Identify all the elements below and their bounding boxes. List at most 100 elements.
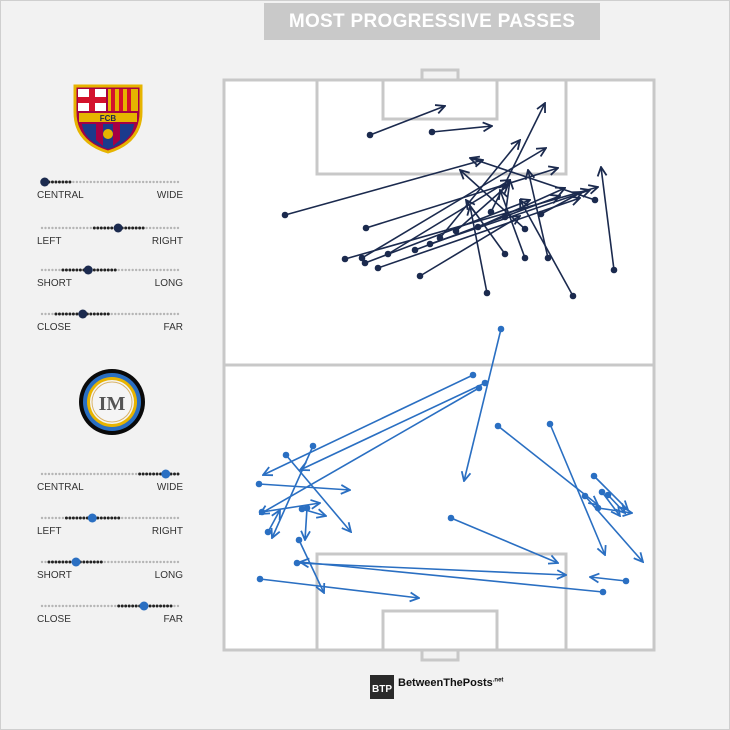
slider-track-dot (162, 560, 166, 564)
pass-origin-dot (264, 528, 272, 536)
slider-track-dot (86, 226, 89, 230)
slider-track-dot (138, 180, 141, 184)
slider-track-dot (96, 472, 99, 476)
pass-origin-dot (361, 259, 369, 267)
slider-track-dot (141, 312, 145, 316)
pass-arrow (377, 198, 580, 269)
slider-track-dot (117, 312, 120, 316)
slider-track-dot (117, 516, 121, 520)
slider-track-dot (176, 472, 180, 476)
pass-origin-dot (501, 250, 509, 258)
slider-track-dot (86, 472, 89, 476)
slider-track-dot (124, 560, 127, 564)
pass-arrow (540, 192, 582, 215)
slider-track-dot (103, 180, 106, 184)
slider-track-dot (138, 268, 141, 272)
pass-origin-dot (374, 264, 382, 272)
slider-track-dot (124, 516, 127, 520)
pass-arrow (431, 126, 492, 133)
pass-origin-dot (474, 223, 482, 231)
slider-track-dot (127, 226, 131, 230)
pass-origin-dot (282, 451, 290, 459)
pass-origin-dot (411, 246, 419, 254)
slider-track-dot (162, 604, 166, 608)
slider-track-dot (44, 604, 47, 608)
slider-track-dot (114, 472, 117, 476)
slider-track-dot (152, 560, 155, 564)
slider-track-dot (155, 312, 159, 316)
slider-track-dot (127, 312, 131, 316)
slider-track-dot (82, 472, 86, 476)
slider-track-dot (44, 560, 47, 564)
btp-logo-text: BTP (372, 684, 392, 695)
slider-track-dot (85, 560, 89, 564)
pass-origin-dot (475, 384, 483, 392)
slider-track-dot (166, 516, 169, 520)
slider-track-dot (71, 516, 75, 520)
pass-origin-dot (309, 442, 317, 450)
slider-track-dot (121, 472, 124, 476)
slider-track-dot (75, 604, 79, 608)
pitch (222, 68, 656, 662)
pass-arrow (464, 328, 502, 481)
pass-arrow (549, 423, 605, 555)
pass-origin-dot (598, 488, 606, 496)
slider-track-dot (99, 312, 103, 316)
slider-knob (78, 309, 88, 319)
slider-track-dot (93, 180, 96, 184)
slider-track-dot (159, 180, 162, 184)
slider-track-dot (138, 516, 141, 520)
btp-logo: BTP (370, 675, 394, 699)
pass-origin-dot (256, 575, 264, 583)
pass-arrow (305, 507, 307, 540)
slider-track-dot (141, 226, 145, 230)
slider-track-dot (79, 180, 82, 184)
slider-track-dot (134, 560, 138, 564)
pass-origin-dot (358, 254, 366, 262)
pass-origin-dot (447, 514, 455, 522)
slider-track-dot (44, 268, 47, 272)
slider-label-right: WIDE (156, 190, 183, 201)
slider-track-dot (117, 268, 120, 272)
slider-track-dot (58, 472, 61, 476)
slider-track-dot (93, 472, 96, 476)
slider-track-dot (173, 516, 176, 520)
pass-arrow (272, 445, 314, 538)
slider-track-dot (155, 516, 159, 520)
slider-track-dot (75, 268, 79, 272)
slider-track-dot (68, 268, 72, 272)
pass-arrow (607, 494, 625, 513)
slider-track-dot (82, 560, 86, 564)
pass-arrow (419, 216, 520, 277)
slider-track-dot (166, 268, 169, 272)
slider-track-dot (51, 226, 54, 230)
slider-track-dot (141, 180, 145, 184)
slider-label-right: FAR (163, 322, 183, 333)
slider-track-dot (92, 560, 96, 564)
slider-track-dot (173, 604, 176, 608)
slider-track-dot (145, 516, 148, 520)
slider-track-dot (61, 226, 65, 230)
pass-origin-dot (298, 505, 306, 513)
slider-track-dot (155, 180, 159, 184)
slider-track-dot (57, 560, 61, 564)
pass-origin-dot (604, 491, 612, 499)
slider-track-dot (92, 226, 96, 230)
slider-track-dot (68, 226, 72, 230)
pass-arrow (263, 374, 474, 475)
slider-track-dot (131, 560, 134, 564)
slider-track-dot (110, 268, 114, 272)
slider-track-dot (138, 226, 142, 230)
slider-track-dot (114, 604, 117, 608)
slider-track-dot (124, 604, 128, 608)
slider-track-dot (44, 226, 47, 230)
pass-arrow (590, 577, 627, 581)
slider-track-dot (79, 472, 82, 476)
slider-knob (40, 177, 50, 187)
slider-track-dot (65, 472, 68, 476)
slider-track-dot (82, 226, 86, 230)
slider-track-dot (120, 604, 124, 608)
slider-track-dot (166, 312, 169, 316)
slider-track-dot (51, 516, 54, 520)
brand-footer: BetweenThePosts.net (398, 677, 503, 689)
